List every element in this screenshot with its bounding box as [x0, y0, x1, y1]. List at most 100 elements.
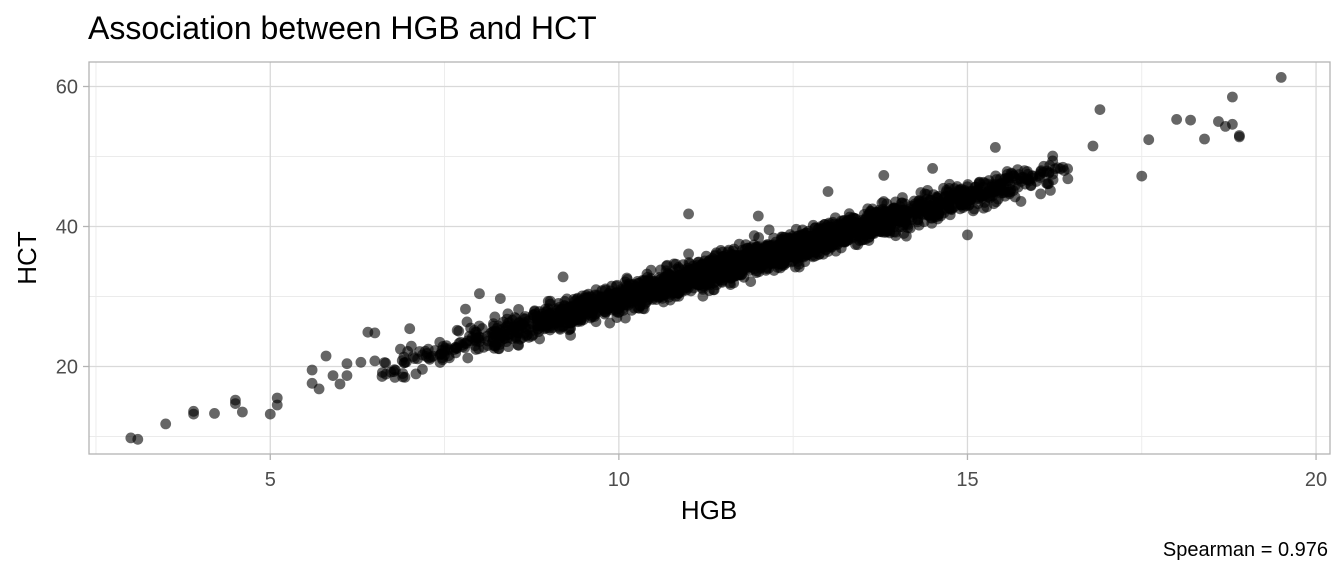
data-point [753, 249, 765, 261]
data-point [510, 330, 522, 342]
data-point [160, 418, 172, 430]
data-point [313, 383, 325, 395]
data-point [972, 191, 984, 203]
data-point [927, 163, 938, 174]
data-point [132, 433, 144, 445]
data-point [835, 226, 846, 237]
data-point [655, 264, 667, 276]
data-point [761, 241, 773, 253]
data-point [410, 368, 422, 380]
data-point [492, 328, 503, 340]
data-point [704, 279, 716, 291]
data-points [125, 72, 1287, 445]
data-point [929, 196, 941, 208]
data-point [954, 203, 966, 215]
data-point [439, 343, 451, 354]
data-point [989, 142, 1001, 153]
data-point [884, 227, 896, 239]
data-point [474, 288, 485, 300]
data-point [489, 311, 501, 323]
data-point [574, 295, 585, 307]
data-point [369, 327, 381, 339]
data-point [793, 247, 805, 258]
data-point [738, 250, 749, 262]
data-point [408, 353, 420, 364]
data-point [320, 350, 332, 362]
data-point [1049, 163, 1061, 175]
data-point [306, 364, 318, 376]
data-point [405, 340, 417, 352]
data-point [1009, 191, 1021, 203]
data-point [776, 260, 788, 271]
y-tick-label: 20 [56, 357, 78, 379]
data-point [619, 312, 631, 324]
y-tick-label: 60 [56, 77, 78, 99]
data-point [1226, 118, 1238, 130]
data-point [460, 303, 471, 315]
data-point [854, 227, 865, 239]
data-point [664, 294, 676, 306]
data-point [902, 219, 914, 231]
y-tick-label: 40 [56, 217, 78, 239]
data-point [796, 230, 808, 242]
data-point [1233, 131, 1245, 143]
data-point [868, 225, 880, 237]
data-point [662, 274, 674, 286]
x-tick-label: 5 [265, 469, 276, 491]
data-point [683, 208, 694, 220]
data-point [699, 262, 711, 273]
data-point [953, 184, 964, 196]
data-point [209, 408, 220, 419]
data-point [450, 341, 461, 353]
data-point [763, 224, 775, 236]
data-point [557, 271, 569, 283]
data-point [341, 370, 353, 381]
data-point [918, 216, 930, 228]
axis-ticks: 5 10 15 20 20 40 60 [56, 77, 1327, 492]
data-point [1087, 140, 1099, 152]
panel-border [88, 61, 1331, 455]
data-point [355, 356, 367, 368]
data-point [236, 406, 248, 418]
data-point [603, 288, 615, 300]
data-point [986, 181, 998, 193]
data-point [1199, 133, 1210, 145]
data-point [1035, 188, 1047, 200]
data-point [473, 333, 485, 345]
data-point [610, 296, 622, 308]
data-point [188, 405, 199, 417]
data-point [886, 214, 898, 225]
data-point [745, 242, 757, 254]
data-point [513, 303, 524, 315]
data-point [230, 398, 241, 409]
x-tick-label: 15 [956, 469, 978, 491]
data-point [1143, 134, 1155, 146]
data-point [1016, 172, 1028, 183]
data-point [878, 207, 890, 219]
data-point [327, 370, 339, 381]
data-point [572, 303, 584, 315]
data-point [453, 325, 465, 337]
data-point [436, 352, 448, 364]
data-point [995, 187, 1007, 199]
data-point [633, 281, 645, 293]
data-point [590, 307, 602, 319]
data-point [502, 328, 514, 340]
data-point [341, 358, 353, 370]
data-point [763, 255, 775, 267]
data-point [380, 357, 392, 369]
data-point [560, 316, 571, 327]
data-point [400, 356, 412, 368]
data-point [369, 355, 381, 367]
data-point [334, 378, 346, 390]
data-point [831, 239, 843, 251]
data-point [733, 238, 745, 250]
data-point [807, 246, 819, 257]
data-point [581, 301, 593, 312]
data-point [1001, 166, 1013, 177]
data-point [1136, 170, 1148, 182]
x-tick-label: 20 [1305, 469, 1327, 491]
grid [89, 62, 1330, 454]
data-point [404, 323, 416, 335]
data-point [819, 237, 831, 249]
